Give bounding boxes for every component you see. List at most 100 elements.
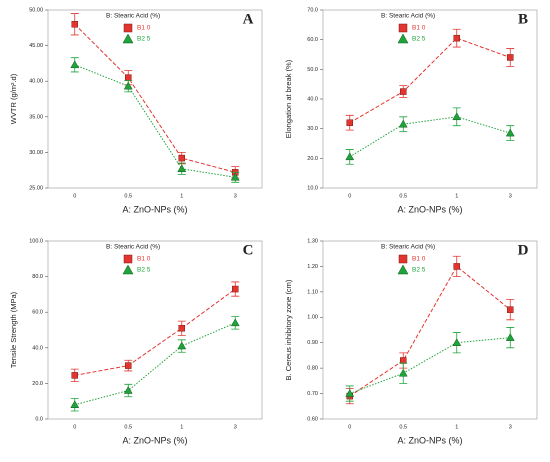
x-tick-label: 1 [455,424,458,430]
legend-label: B2 5 [412,267,426,274]
point [398,368,408,377]
y-tick-label: 45.00 [29,43,43,49]
y-tick-label: 1.10 [307,289,318,295]
x-tick-label: 1 [180,424,183,430]
x-tick-label: 3 [509,193,512,199]
y-tick-label: 35.00 [29,114,43,120]
plot-frame [47,240,263,420]
plot-frame [47,9,263,189]
chart-panel: 25.00 30.00 35.00 40.00 45.00 50.00 0 0.5 1 3 A: Z… [9,7,263,214]
y-tick-label: 1.20 [307,264,318,270]
x-tick-label: 0 [348,424,351,430]
x-tick-label: 3 [234,424,237,430]
x-axis-label: A: ZnO-NPs (%) [397,204,462,214]
legend-title: B: Stearic Acid (%) [381,13,435,20]
y-tick-label: 0.90 [307,340,318,346]
y-tick-label: 60.0 [307,37,318,43]
point [345,152,355,161]
series-line [349,37,511,124]
x-axis-label: A: ZnO-NPs (%) [122,435,187,445]
y-axis-label: WVTR (g/m².d) [9,73,18,124]
point [232,285,239,293]
point [453,263,460,270]
point [177,341,187,350]
legend-label: B2 5 [137,36,151,43]
panel-letter: B [518,11,528,27]
chart-panel: 10.0 20.0 30.0 40.0 50.0 60.0 70.0 0 0.5 1 3 A: ZnO… [284,7,538,214]
x-axis-label: A: ZnO-NPs (%) [397,435,462,445]
plot-frame [322,240,538,420]
y-tick-label: 50.00 [29,7,43,13]
y-tick-label: 20.0 [32,381,43,387]
point [123,386,133,394]
legend-marker [397,264,409,275]
y-tick-label: 80.0 [32,274,43,280]
y-tick-label: 30.0 [307,126,318,132]
legend-marker [122,264,134,275]
y-tick-label: 100.0 [29,238,43,244]
legend-marker [123,254,133,264]
point [125,362,132,369]
point [346,119,353,126]
point [230,318,240,327]
point [125,74,132,81]
y-tick-label: 50.0 [307,67,318,73]
point [177,164,187,173]
point [507,306,514,313]
y-axis-label: Tensile Strength (MPa) [9,291,18,368]
point [453,34,460,42]
legend-label: B1 0 [137,25,151,32]
legend-label: B1 0 [137,256,151,263]
y-tick-label: 0.80 [307,366,318,372]
y-tick-label: 0.0 [35,416,43,422]
point [507,54,514,61]
legend-label: B2 5 [412,36,426,43]
y-tick-label: 40.0 [307,96,318,102]
legend-label: B1 0 [412,256,426,263]
point [70,400,80,409]
y-tick-label: 20.0 [307,156,318,162]
chart-panel: 0.0 20.0 40.0 60.0 80.0 100.0 0 0.5 1 3 A: ZnO-NPs… [9,238,263,445]
series-line [74,322,236,406]
legend-marker [123,23,133,33]
x-axis-label: A: ZnO-NPs (%) [122,204,187,214]
legend-title: B: Stearic Acid (%) [106,13,160,20]
point [178,324,185,332]
point [70,60,80,69]
point [178,154,185,162]
y-tick-label: 60.0 [32,310,43,316]
series-line [349,116,511,158]
y-tick-label: 25.00 [29,185,43,191]
x-tick-label: 3 [509,424,512,430]
x-tick-label: 0.5 [399,193,407,199]
point [398,119,408,128]
y-tick-label: 0.70 [307,391,318,397]
y-axis-label: B. Cereus inhibitory zone (cm) [284,279,293,380]
series-line [349,337,511,395]
point [452,112,462,121]
x-tick-label: 1 [180,193,183,199]
panel-letter: A [243,11,254,27]
x-tick-label: 0 [348,193,351,199]
point [452,338,462,346]
y-tick-label: 1.00 [307,315,318,321]
point [400,357,407,364]
point [71,372,78,379]
x-tick-label: 3 [234,193,237,199]
point [123,81,133,90]
point [505,128,515,137]
y-tick-label: 70.0 [307,7,318,13]
series-line [74,23,236,173]
y-tick-label: 10.0 [307,185,318,191]
x-tick-label: 0.5 [124,193,132,199]
x-tick-label: 0.5 [399,424,407,430]
y-tick-label: 1.30 [307,238,318,244]
y-tick-label: 40.0 [32,345,43,351]
x-tick-label: 0 [73,424,76,430]
point [71,20,78,28]
series-line [349,265,511,397]
legend-marker [398,23,408,33]
point [345,389,355,397]
chart-panel: 0.60 0.70 0.80 0.90 1.00 1.10 1.20 1.30 0 0.5 1 3 A:… [284,238,538,445]
